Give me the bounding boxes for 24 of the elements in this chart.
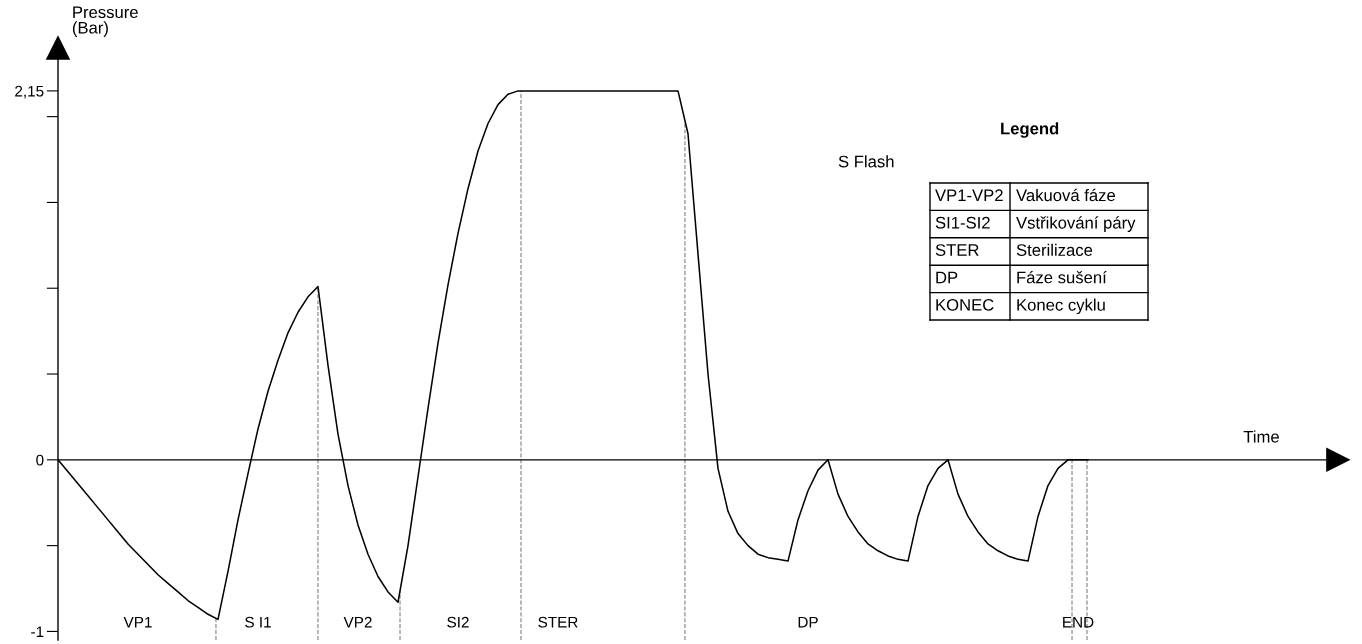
- x-tick-label: STER: [538, 616, 578, 628]
- y-tick-label: 0: [36, 454, 44, 466]
- x-tick-label: VP2: [343, 616, 372, 628]
- y-tick-label: 2,15: [15, 85, 44, 99]
- annotation: KONEC: [936, 298, 994, 311]
- annotation: Konec cyklu: [1017, 298, 1105, 315]
- annotation: Legend: [1001, 122, 1059, 138]
- annotation: Sterilizace: [1016, 243, 1093, 256]
- annotation: Vstřikování páry: [1016, 216, 1136, 232]
- x-tick-label: SI2: [447, 616, 469, 628]
- x-tick-label: END: [1063, 616, 1094, 628]
- x-tick-label: S I1: [245, 616, 271, 628]
- x-tick-label: DP: [798, 616, 818, 628]
- annotation: Fáze sušení: [1017, 270, 1107, 284]
- annotation: Vakuová fáze: [1016, 188, 1116, 202]
- annotation: DP: [936, 271, 958, 284]
- y-tick-label: -1: [31, 626, 44, 637]
- x-tick-label: VP1: [123, 616, 152, 628]
- x-axis-title: Time: [1243, 430, 1279, 443]
- annotation: STER: [935, 244, 979, 256]
- y-axis-title: Pressure (Bar): [72, 6, 138, 37]
- annotation: S Flash: [838, 155, 894, 168]
- annotation: SI1-SI2: [935, 216, 990, 229]
- annotation: VP1-VP2: [935, 189, 1003, 202]
